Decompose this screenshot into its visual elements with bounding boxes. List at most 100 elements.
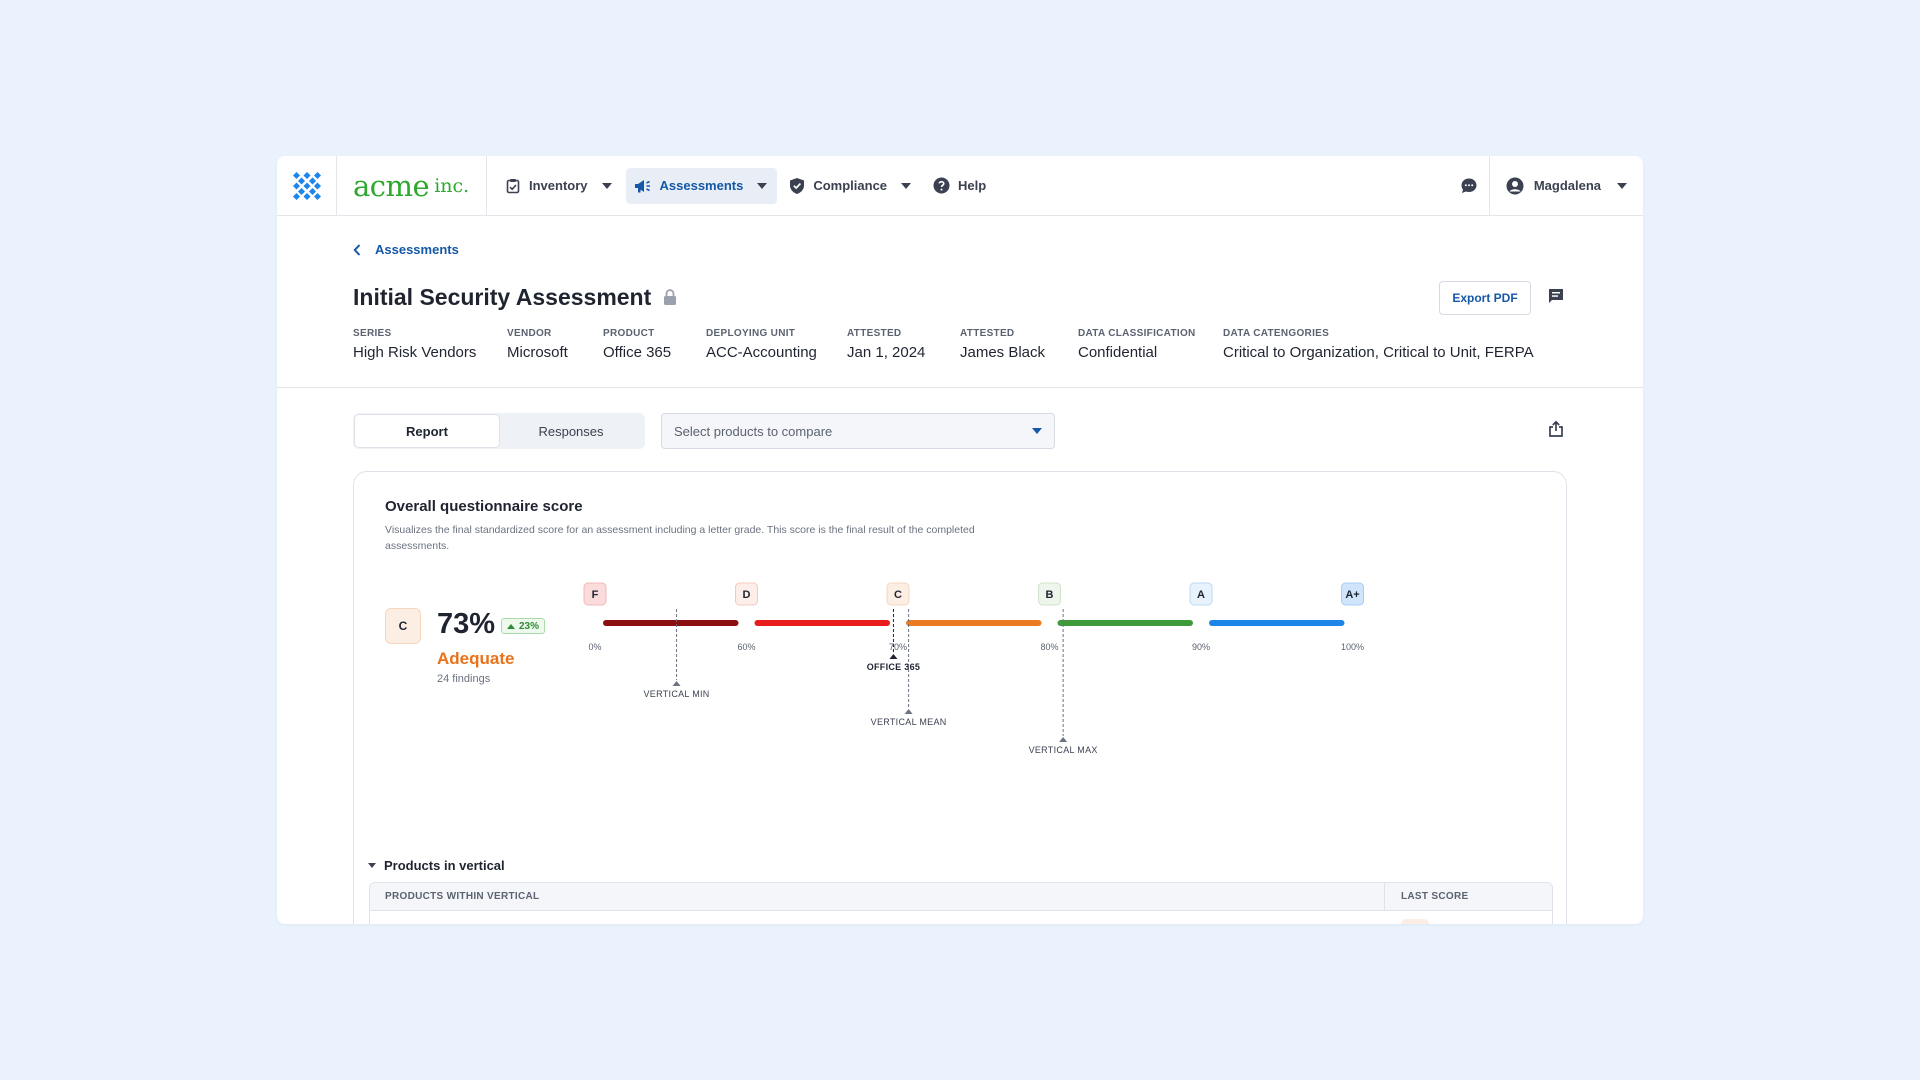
- score-segment-bar: [906, 620, 1042, 626]
- arrow-up-icon: [507, 623, 515, 629]
- card-description: Visualizes the final standardized score …: [385, 524, 975, 552]
- tick-label: 100%: [1341, 642, 1364, 652]
- marker-label: VERTICAL MAX: [1029, 745, 1098, 755]
- marker-arrow-icon: [904, 709, 913, 714]
- logo-sub-text: inc.: [434, 174, 470, 197]
- top-navigation-bar: acme inc. Inventory Assessments: [277, 156, 1643, 216]
- score-segment-bar: [754, 620, 890, 626]
- grade-marker-box: [1038, 582, 1061, 606]
- view-tabs: Report Responses: [353, 413, 645, 449]
- marker-label: VERTICAL MIN: [643, 689, 709, 699]
- chevron-down-icon: [1617, 182, 1627, 189]
- nav-item-assessments[interactable]: Assessments: [625, 167, 778, 204]
- shield-icon: [790, 177, 805, 194]
- grade-marker-label: D: [743, 589, 751, 601]
- nav-item-label: Help: [958, 178, 987, 193]
- column-header-products[interactable]: PRODUCTS WITHIN VERTICAL: [370, 883, 1385, 910]
- meta-label: DATA CLASSIFICATION: [1078, 328, 1196, 339]
- score-segment-bar: [1209, 620, 1345, 626]
- nav-item-label: Inventory: [529, 178, 588, 193]
- marker-arrow-icon: [889, 654, 898, 659]
- page-title-text: Initial Security Assessment: [353, 284, 652, 310]
- meta-value: Critical to Organization, Critical to Un…: [1223, 344, 1534, 361]
- score-segment-bar: [603, 620, 739, 626]
- company-logo[interactable]: acme inc.: [337, 156, 487, 216]
- compare-products-select[interactable]: Select products to compare: [661, 413, 1055, 449]
- tick-label: 90%: [1192, 642, 1210, 652]
- back-to-assessments-link[interactable]: Assessments: [353, 242, 459, 257]
- chevron-down-icon: [1032, 428, 1042, 434]
- chevron-down-icon: [757, 182, 768, 189]
- tick-label: 0%: [588, 642, 601, 652]
- chevron-down-icon: [901, 182, 912, 189]
- score-delta-badge: 23%: [501, 618, 546, 634]
- meta-label: VENDOR: [507, 328, 552, 339]
- grade-marker-label: A: [1197, 589, 1205, 601]
- meta-label: ATTESTED: [847, 328, 902, 339]
- chevron-down-icon: [601, 182, 612, 189]
- nav-item-label: Assessments: [659, 178, 744, 193]
- products-in-vertical-toggle[interactable]: Products in vertical: [368, 858, 505, 873]
- chat-bubble-icon: [1461, 178, 1477, 193]
- nav-item-inventory[interactable]: Inventory: [497, 168, 622, 204]
- export-pdf-button[interactable]: Export PDF: [1439, 281, 1531, 315]
- score-scale-chart: F D C B A A+ 0% 60% 70% 80% 90% 100% VERTICAL MIN OFF…: [583, 582, 1364, 755]
- grade-marker-box: [1189, 582, 1213, 606]
- marker-arrow-icon: [672, 681, 681, 686]
- marker-arrow-icon: [1059, 737, 1068, 742]
- tab-report[interactable]: Report: [355, 415, 499, 447]
- section-divider: [277, 387, 1643, 388]
- grade-marker-box: [735, 582, 758, 606]
- meta-value: Microsoft: [507, 344, 568, 361]
- user-name: Magdalena: [1533, 178, 1601, 193]
- findings-count: 24 findings: [437, 673, 491, 685]
- page-title: Initial Security Assessment: [353, 284, 677, 311]
- meta-label: SERIES: [353, 328, 392, 339]
- meta-attested-date: ATTESTED Jan 1, 2024: [847, 328, 925, 361]
- app-grid-icon: [292, 171, 321, 200]
- meta-label: ATTESTED: [960, 328, 1015, 339]
- column-header-last-score[interactable]: LAST SCORE: [1401, 891, 1469, 902]
- tab-responses[interactable]: Responses: [499, 415, 643, 447]
- share-button[interactable]: [1547, 420, 1565, 443]
- score-value: 73%: [437, 608, 496, 640]
- meta-label: DEPLOYING UNIT: [706, 328, 796, 339]
- chat-button[interactable]: [1450, 156, 1490, 216]
- user-avatar-icon: [1506, 177, 1524, 194]
- score-delta-value: 23%: [519, 620, 540, 632]
- meta-value: James Black: [960, 344, 1046, 361]
- score-verdict: Adequate: [437, 649, 515, 668]
- score-segment-bar: [1057, 620, 1193, 626]
- chevron-left-icon: [353, 243, 361, 256]
- comment-icon: [1549, 289, 1563, 303]
- meta-attested-by: ATTESTED James Black: [960, 328, 1045, 361]
- lock-icon: [664, 289, 677, 305]
- products-toggle-label: Products in vertical: [384, 858, 505, 873]
- megaphone-icon: [634, 179, 650, 192]
- grade-marker-label: B: [1046, 589, 1054, 601]
- header-right: Magdalena: [1450, 156, 1643, 216]
- app-window: acme inc. Inventory Assessments: [277, 156, 1643, 924]
- marker-label: OFFICE 365: [867, 662, 921, 672]
- comments-button[interactable]: [1547, 287, 1565, 310]
- nav-item-compliance[interactable]: Compliance: [781, 168, 921, 204]
- app-grid-button[interactable]: [277, 156, 337, 216]
- user-menu[interactable]: Magdalena: [1490, 156, 1643, 216]
- nav-item-help[interactable]: Help: [925, 168, 996, 204]
- breadcrumb-label: Assessments: [375, 242, 459, 257]
- meta-deploying-unit: DEPLOYING UNIT ACC-Accounting: [706, 328, 817, 361]
- tick-label: 80%: [1040, 642, 1058, 652]
- meta-value: Office 365: [603, 344, 672, 361]
- logo-main-text: acme: [353, 168, 430, 203]
- meta-product: PRODUCT Office 365: [603, 328, 671, 361]
- clipboard-icon: [506, 178, 520, 193]
- grade-marker-box: [1341, 582, 1364, 606]
- meta-value: Jan 1, 2024: [847, 344, 926, 361]
- score-card: Overall questionnaire score Visualizes t…: [353, 471, 1567, 924]
- grade-marker-label: A+: [1345, 589, 1359, 601]
- chevron-down-icon: [368, 863, 376, 868]
- grade-badge-peek: [1401, 919, 1429, 924]
- help-icon: [933, 177, 950, 194]
- card-title: Overall questionnaire score: [385, 498, 583, 515]
- grade-marker-label: C: [894, 589, 902, 601]
